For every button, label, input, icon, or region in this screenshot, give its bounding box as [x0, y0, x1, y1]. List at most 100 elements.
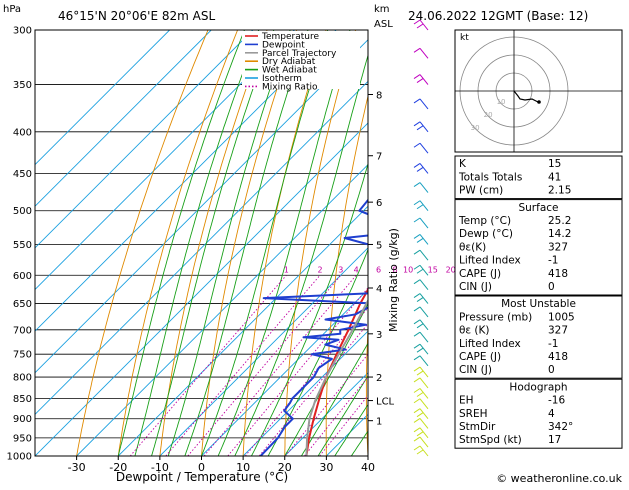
- pressure-tick-label: 650: [13, 299, 32, 310]
- indices-row-value: 15: [548, 158, 561, 170]
- isotherm-line: [159, 247, 368, 456]
- wind-barb-flag: [413, 121, 421, 127]
- wind-barb: [413, 249, 429, 261]
- wind-barb-flag: [413, 217, 421, 223]
- surface-box: [454, 199, 623, 296]
- surface-row-value: 327: [548, 241, 568, 253]
- wind-barb: [413, 445, 429, 457]
- wind-barb-staff: [419, 355, 429, 367]
- wind-barb-flag: [416, 78, 424, 83]
- wind-barb: [413, 366, 429, 378]
- mixing-ratio-line: [227, 287, 368, 456]
- pressure-tick-label: 350: [13, 80, 32, 91]
- mixing-ratio-axis-title: Mixing Ratio (g/kg): [387, 228, 400, 332]
- dry-adiabat-line: [76, 30, 209, 456]
- x-tick-label: 20: [278, 461, 292, 474]
- surface-row-label: Temp (°C): [458, 215, 511, 227]
- wind-barb-flag: [413, 47, 421, 53]
- height-axis: 8 7 6 5 4 3 2 LCL 1: [368, 91, 395, 428]
- wind-barb: [413, 388, 429, 399]
- wind-barb: [413, 398, 429, 410]
- hodograph: kt 10 20 30: [454, 29, 623, 153]
- hodograph-table-title: Hodograph: [509, 381, 567, 393]
- hodograph-trace: [513, 90, 539, 103]
- wind-barb-staff: [419, 377, 429, 389]
- wind-barb-flag: [413, 279, 421, 285]
- wind-barb-flag: [413, 182, 421, 188]
- hodograph-table-row-value: 17: [548, 434, 561, 446]
- isotherm-line: [35, 30, 295, 291]
- hpa-unit-label: hPa: [3, 4, 21, 15]
- wind-barb: [413, 217, 429, 229]
- wind-barb: [413, 98, 429, 110]
- mixing-ratio-label: 20: [446, 265, 456, 274]
- wind-barb-staff: [419, 398, 429, 410]
- wind-barb-flag: [413, 293, 421, 298]
- wind-barb-flag: [416, 268, 424, 274]
- wind-barb-staff: [419, 319, 429, 331]
- mixing-ratio-line: [284, 353, 368, 456]
- wind-barb-flag: [416, 431, 424, 437]
- indices-row-label: PW (cm): [459, 185, 503, 197]
- pressure-tick-label: 1000: [7, 452, 32, 463]
- wet-adiabat-line: [117, 30, 245, 456]
- wind-barb-flag: [416, 392, 424, 397]
- most-unstable-row-label: Pressure (mb): [459, 311, 532, 323]
- wind-barb: [413, 436, 429, 448]
- most-unstable-row-value: -1: [548, 338, 558, 350]
- surface-row-label: θε(K): [459, 241, 486, 253]
- surface-row-label: Dewp (°C): [459, 228, 513, 240]
- isotherm-line: [76, 163, 368, 456]
- wind-barb-flag: [416, 347, 424, 353]
- plot-area: [35, 30, 368, 456]
- wind-barb-flag: [413, 249, 421, 255]
- wind-barb-flag: [413, 142, 421, 148]
- wind-barb-flag: [416, 370, 424, 376]
- surface-row-value: 25.2: [548, 215, 571, 227]
- hodograph-ring-label: 30: [471, 124, 480, 132]
- wind-barb-flag: [413, 366, 421, 372]
- wind-barb-staff: [419, 445, 429, 457]
- dry-adiabat-line: [159, 30, 268, 456]
- pressure-tick-label: 400: [13, 127, 32, 138]
- wind-barbs: [413, 19, 429, 457]
- pressure-tick-label: 700: [13, 325, 32, 336]
- legend-entry: Parcel Trajectory: [262, 49, 337, 59]
- wind-barb-staff: [419, 19, 429, 31]
- mixing-ratio-label: 15: [428, 265, 438, 274]
- wind-barb: [413, 74, 429, 85]
- wind-barb-staff: [419, 217, 429, 229]
- storm-motion-marker: [537, 100, 541, 104]
- wind-barb: [413, 163, 429, 174]
- wind-barb: [413, 264, 429, 276]
- wind-barb: [413, 182, 429, 193]
- wind-barb: [413, 355, 429, 367]
- height-tick-label: 5: [376, 240, 382, 251]
- isotherm-line: [35, 30, 170, 166]
- profile-lines: [259, 198, 368, 456]
- isotherm-line: [35, 122, 368, 456]
- copyright-label: © weatheronline.co.uk: [496, 472, 622, 485]
- wet-adiabat-line: [167, 30, 291, 456]
- height-tick-label: 8: [376, 91, 382, 102]
- wind-barb-staff: [419, 264, 429, 276]
- wind-barb-staff: [419, 279, 429, 291]
- most-unstable-row-label: CIN (J): [459, 364, 492, 376]
- wind-barb: [413, 121, 429, 133]
- wind-barb-flag: [413, 388, 421, 393]
- mixing-ratio-labels: 12346810152025: [284, 265, 470, 274]
- mixing-ratio-lines: [129, 275, 368, 456]
- mixing-ratio-line: [129, 275, 287, 456]
- isotherm-line: [284, 372, 368, 456]
- wet-adiabat-line: [134, 30, 260, 456]
- dry-adiabat-line: [242, 30, 327, 456]
- most-unstable-row-value: 418: [548, 351, 568, 363]
- wind-barb-staff: [419, 121, 429, 133]
- pressure-tick-label: 300: [13, 26, 32, 37]
- x-axis-title: Dewpoint / Temperature (°C): [116, 470, 288, 484]
- x-tick-label: -20: [109, 461, 127, 474]
- wind-barb-flag: [416, 323, 424, 329]
- wind-barb-flag: [413, 343, 421, 349]
